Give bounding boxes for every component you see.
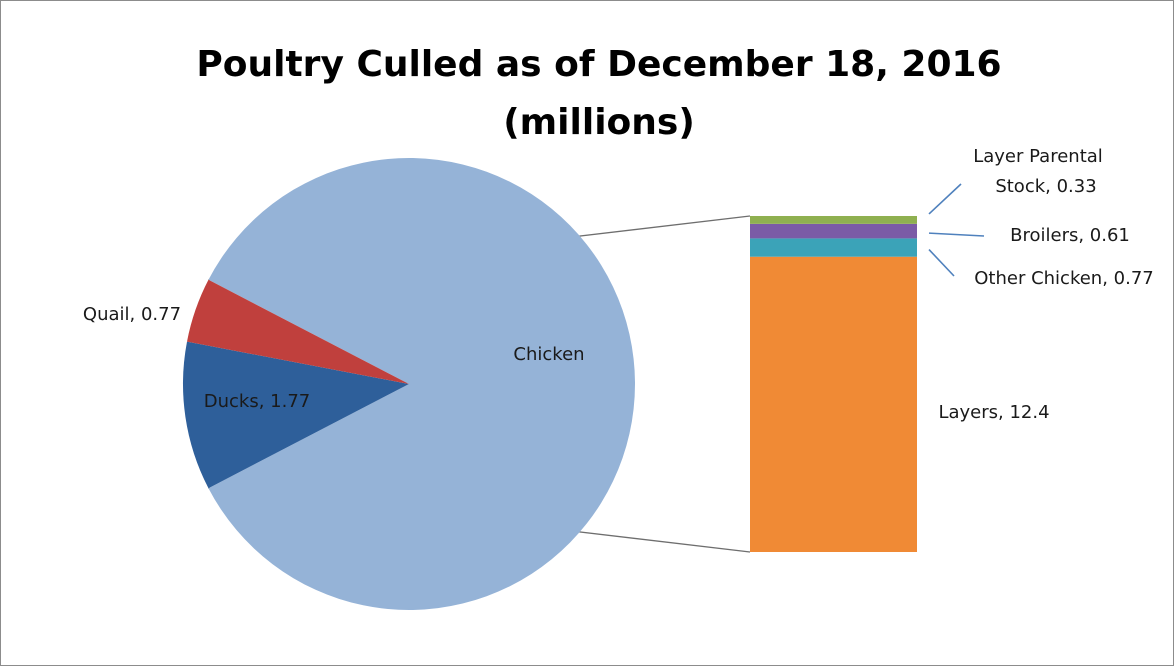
- bar-segment-layer-parental-stock: [750, 216, 917, 224]
- data-labels: Chicken Ducks, 1.77 Quail, 0.77 Layers, 12.…: [83, 146, 1154, 423]
- bar-segment-broilers: [750, 223, 917, 239]
- data-label-chicken: Chicken: [513, 344, 584, 365]
- data-label-other-chicken: Other Chicken, 0.77: [974, 268, 1154, 289]
- data-label-broilers: Broilers, 0.61: [1010, 225, 1130, 246]
- leader-lines: [928, 183, 985, 277]
- chart-title: Poultry Culled as of December 18, 2016: [196, 44, 1001, 85]
- leader-line-other-chicken: [928, 249, 955, 277]
- data-label-layer-parental-stock-line1: Layer Parental: [973, 146, 1103, 167]
- bar-segment-other-chicken: [750, 238, 917, 257]
- bar-segment-layers: [750, 256, 917, 552]
- pie-slice-ducks: [182, 341, 409, 489]
- chart-subtitle: (millions): [503, 102, 695, 143]
- data-label-layers: Layers, 12.4: [938, 402, 1049, 423]
- leader-line-broilers: [928, 232, 985, 237]
- pie-slices: [182, 158, 635, 610]
- pie-slice-quail: [187, 279, 409, 384]
- data-label-layer-parental-stock-line2: Stock, 0.33: [995, 176, 1096, 197]
- data-label-ducks: Ducks, 1.77: [204, 391, 311, 412]
- data-label-quail: Quail, 0.77: [83, 304, 181, 325]
- leader-line-layer-parental-stock: [928, 183, 962, 215]
- bar-segments: [750, 216, 917, 552]
- pie-slice-chicken: [208, 158, 635, 610]
